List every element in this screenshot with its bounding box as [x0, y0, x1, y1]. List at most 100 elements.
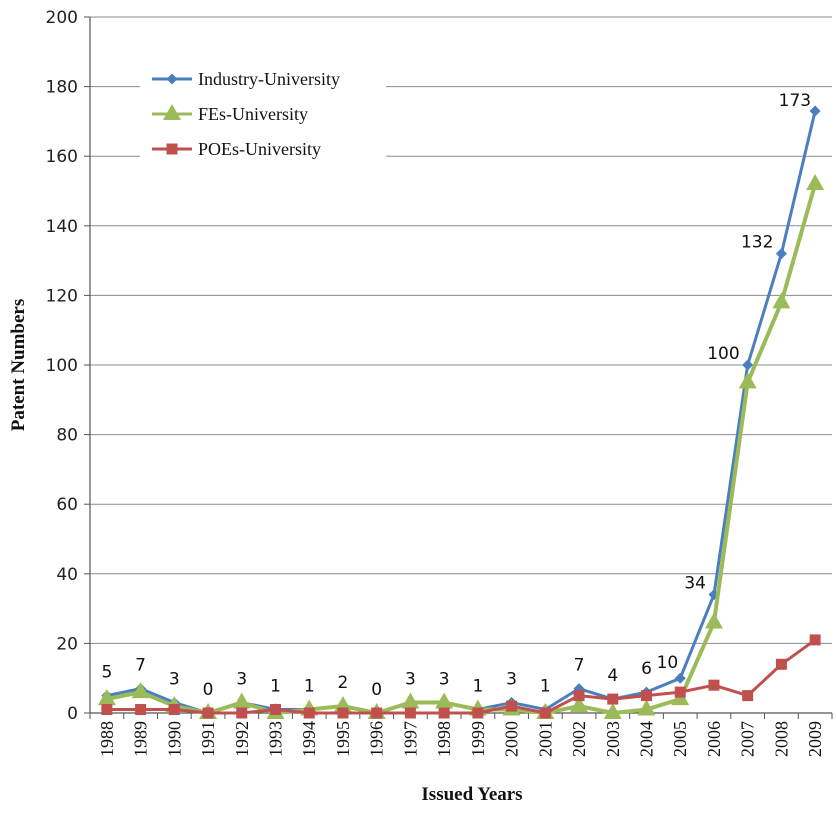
data-label: 1: [304, 677, 315, 697]
data-label: 3: [169, 670, 180, 690]
x-tick-label: 2002: [569, 721, 589, 757]
data-label: 100: [707, 344, 739, 364]
data-label: 132: [741, 233, 773, 253]
data-point: [570, 696, 589, 713]
legend-label: Industry-University: [198, 69, 340, 89]
y-tick-label: 180: [46, 78, 78, 98]
data-label: 1: [270, 677, 281, 697]
data-point: [166, 143, 178, 155]
data-label: 3: [439, 670, 450, 690]
data-label: 2: [338, 673, 349, 693]
data-label: 6: [641, 659, 652, 679]
data-point: [738, 372, 757, 389]
x-tick-label: 1997: [400, 721, 420, 757]
x-tick-label: 1995: [333, 721, 353, 757]
data-point: [371, 707, 383, 719]
y-tick-label: 200: [46, 8, 78, 28]
legend-box: [140, 60, 386, 160]
x-tick-label: 1989: [131, 721, 151, 757]
data-point: [401, 692, 420, 709]
x-tick-label: 1998: [434, 721, 454, 757]
data-point: [674, 672, 686, 684]
series-line: [106, 183, 818, 715]
x-tick-label: 1990: [164, 721, 184, 757]
data-point: [806, 174, 825, 191]
x-tick-label: 2006: [704, 721, 724, 757]
y-tick-label: 80: [56, 426, 78, 446]
data-label: 0: [203, 680, 214, 700]
series-1: [97, 174, 825, 719]
data-label: 3: [506, 670, 517, 690]
data-label: 3: [405, 670, 416, 690]
data-point: [101, 704, 113, 716]
data-label: 1: [472, 677, 483, 697]
data-point: [506, 700, 518, 712]
data-point: [809, 634, 821, 646]
data-point: [337, 707, 349, 719]
legend-label: FEs-University: [198, 104, 308, 124]
y-tick-label: 20: [56, 634, 78, 654]
x-axis-title: Issued Years: [421, 784, 522, 805]
data-point: [163, 104, 181, 120]
data-point: [637, 699, 656, 716]
data-point: [303, 707, 315, 719]
data-point: [438, 707, 450, 719]
data-point: [809, 105, 821, 117]
series-layer: [97, 105, 825, 719]
x-tick-label: 2005: [670, 721, 690, 757]
x-tick-label: 2000: [502, 721, 522, 757]
x-tick-label: 1991: [198, 721, 218, 757]
x-tick-label: 2007: [738, 721, 758, 757]
legend-item: POEs-University: [152, 139, 321, 159]
data-point: [202, 707, 214, 719]
data-point: [236, 707, 248, 719]
data-label: 7: [135, 656, 146, 676]
data-point: [704, 612, 723, 629]
data-point: [775, 658, 787, 670]
data-label: 3: [236, 670, 247, 690]
data-point: [775, 248, 787, 260]
data-label: 34: [684, 574, 706, 594]
legend-item: Industry-University: [152, 69, 340, 89]
data-point: [404, 707, 416, 719]
data-labels: 5 7 3 0 3 1 1 2 0 3 3 1 3 1 7 4 6 10 34 100 132 173: [101, 91, 811, 700]
data-point: [742, 690, 754, 702]
data-point: [742, 359, 754, 371]
x-tick-labels: 1988 1989 1990 1991 1992 1993 1994 1995 1996 1997…: [97, 721, 825, 757]
x-tick-label: 2004: [637, 721, 657, 757]
legend: Industry-University FEs-University POEs-Un…: [140, 60, 386, 160]
data-point: [232, 692, 251, 709]
data-point: [708, 679, 720, 691]
y-tick-label: 0: [67, 704, 78, 724]
data-point: [772, 292, 791, 309]
data-point: [166, 73, 178, 85]
y-tick-label: 40: [56, 565, 78, 585]
data-label: 4: [607, 666, 618, 686]
data-label: 10: [657, 653, 679, 673]
x-tick-label: 1993: [266, 721, 286, 757]
data-point: [573, 690, 585, 702]
x-tick-label: 1994: [299, 721, 319, 757]
data-point: [168, 704, 180, 716]
y-tick-labels: 0 20 40 60 80 100 120 140 160 180 200: [46, 8, 78, 724]
series-2: [101, 634, 821, 719]
gridlines: [90, 16, 832, 644]
x-tick-label: 2003: [603, 721, 623, 757]
data-point: [135, 704, 147, 716]
data-point: [435, 692, 454, 709]
y-tick-label: 120: [46, 286, 78, 306]
legend-item: FEs-University: [152, 104, 308, 124]
data-point: [270, 704, 281, 716]
data-point: [641, 690, 652, 702]
x-tick-label: 1992: [232, 721, 252, 757]
data-point: [97, 689, 116, 706]
data-label: 7: [574, 656, 585, 676]
data-label: 173: [779, 91, 811, 111]
data-label: 1: [540, 677, 551, 697]
data-point: [472, 707, 484, 719]
data-point: [539, 707, 551, 719]
data-point: [607, 693, 619, 705]
y-tick-label: 60: [56, 495, 78, 515]
data-point: [131, 682, 150, 699]
